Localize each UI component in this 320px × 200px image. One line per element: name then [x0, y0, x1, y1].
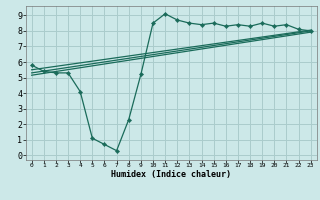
X-axis label: Humidex (Indice chaleur): Humidex (Indice chaleur)	[111, 170, 231, 179]
